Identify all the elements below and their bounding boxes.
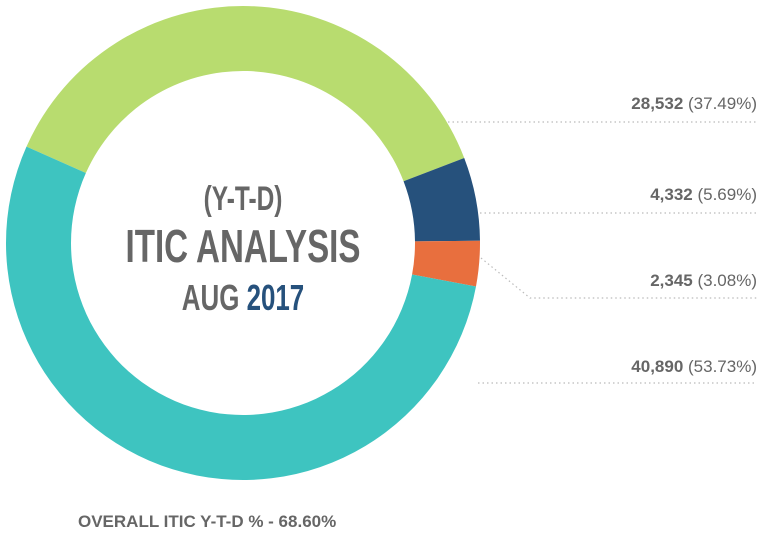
slice-label: 40,890 (53.73%) (631, 357, 757, 376)
slice (403, 157, 480, 242)
value-label: 40,890 (631, 357, 683, 376)
slice-label: 4,332 (5.69%) (650, 185, 757, 204)
slice-label: 28,532 (37.49%) (631, 94, 757, 113)
value-label: 2,345 (650, 271, 693, 290)
center-line: ITIC ANALYSIS (126, 222, 361, 272)
value-label: 28,532 (631, 94, 683, 113)
slice (5, 146, 476, 481)
leader-line (480, 257, 757, 299)
percent-label: (3.08%) (697, 271, 757, 290)
footer: OVERALL ITIC Y-T-D % - 68.60% (78, 512, 336, 531)
percent-label: (5.69%) (697, 185, 757, 204)
percent-label: (37.49%) (688, 94, 757, 113)
center-year: 2017 (247, 278, 305, 318)
center-month: AUG (182, 278, 240, 318)
center-line: AUG 2017 (182, 278, 304, 318)
value-label: 4,332 (650, 185, 693, 204)
slice-label: 2,345 (3.08%) (650, 271, 757, 290)
slice (26, 6, 465, 182)
center-line: (Y-T-D) (204, 180, 283, 218)
percent-label: (53.73%) (688, 357, 757, 376)
slice (412, 240, 481, 287)
slices (5, 6, 481, 481)
